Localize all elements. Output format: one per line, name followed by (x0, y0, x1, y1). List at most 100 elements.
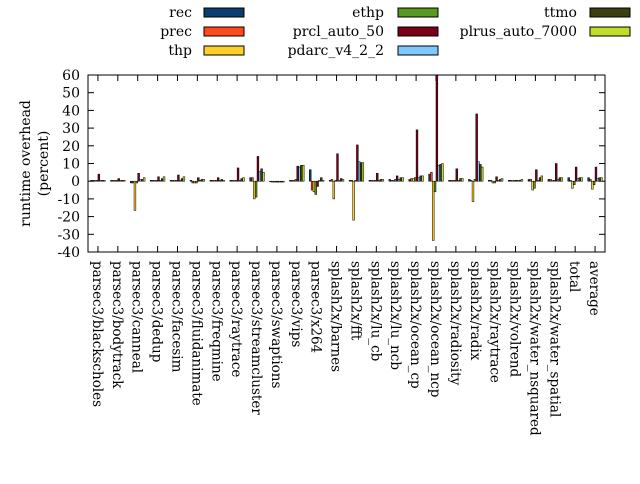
bar (141, 179, 144, 182)
bar (551, 180, 554, 182)
bar (274, 180, 278, 183)
bar (292, 180, 296, 182)
bar (509, 180, 513, 182)
bar (182, 176, 186, 182)
bar (162, 176, 166, 182)
x-tick-label: parsec3/canneal (129, 261, 145, 373)
bar (417, 177, 421, 182)
legend-label: prcl_auto_50 (293, 24, 384, 40)
bar (468, 179, 471, 182)
bar (256, 156, 260, 182)
bar (220, 179, 224, 182)
x-tick-label: parsec3/dedup (149, 261, 165, 362)
bar (547, 179, 551, 182)
bar (600, 177, 603, 182)
bar (415, 129, 419, 182)
bar (497, 180, 500, 182)
bar (336, 153, 339, 182)
bar (179, 180, 182, 182)
bar (558, 177, 562, 182)
bar (169, 180, 173, 182)
bar (312, 180, 316, 193)
bar (251, 177, 254, 182)
bar (202, 179, 205, 182)
x-tick-label: splash2x/lu_cb (367, 261, 383, 361)
bar (276, 180, 279, 183)
bar (361, 162, 365, 182)
y-tick-label: -20 (57, 210, 80, 226)
bar (529, 179, 532, 182)
bar (271, 180, 274, 183)
bar (352, 180, 355, 221)
legend-label: thp (168, 43, 192, 59)
legend-swatch (397, 26, 439, 37)
x-tick-label: total (566, 261, 582, 292)
bar (99, 180, 102, 182)
legend-label: plrus_auto_7000 (460, 24, 577, 40)
bar (517, 180, 520, 182)
bar (469, 180, 473, 182)
bar (130, 180, 133, 184)
bar (499, 179, 502, 182)
bar (578, 177, 581, 182)
bar (428, 173, 431, 182)
y-tick-label: 10 (62, 157, 80, 173)
bar (157, 176, 160, 182)
bar (90, 180, 93, 182)
x-tick-label: parsec3/bodytrack (109, 261, 125, 389)
bar (316, 180, 319, 187)
bar (370, 180, 373, 182)
bar (535, 169, 538, 182)
bar (473, 179, 477, 182)
bar (149, 180, 153, 182)
bar (334, 180, 337, 182)
x-tick-label: splash2x/raytrace (487, 261, 503, 383)
bar (553, 180, 556, 182)
x-tick-label: parsec3/swaptions (268, 261, 284, 388)
bar (567, 177, 570, 182)
bar (475, 113, 478, 182)
bar (238, 180, 242, 182)
bar (481, 166, 484, 182)
x-tick-label: splash2x/water_spatial (546, 261, 562, 417)
bar (491, 180, 495, 184)
bar (395, 175, 399, 182)
bar (242, 177, 245, 182)
legend-label: ethp (352, 5, 384, 21)
legend-swatch (203, 7, 245, 18)
bar (350, 180, 354, 182)
bar (489, 180, 493, 182)
bar (359, 162, 363, 182)
y-tick-label: 50 (62, 86, 80, 102)
bar (533, 180, 536, 189)
y-tick-label: 30 (62, 121, 80, 137)
bar (193, 180, 196, 184)
x-tick-label: parsec3/raytrace (228, 261, 244, 377)
bar (137, 172, 140, 182)
bar (394, 179, 397, 182)
x-tick-label: parsec3/fluidanimate (188, 261, 204, 406)
bar (540, 175, 544, 182)
x-tick-label: splash2x/barnes (328, 261, 344, 372)
y-tick-label: 40 (62, 103, 80, 119)
bar (200, 179, 204, 182)
bar (341, 179, 345, 182)
bar (173, 180, 176, 182)
bar (133, 180, 137, 211)
x-tick-label: splash2x/water_nsquared (526, 261, 542, 436)
y-tick-label: -10 (57, 192, 80, 208)
bar (430, 172, 433, 182)
bar (500, 178, 504, 182)
bar (161, 178, 164, 182)
bar (280, 180, 283, 183)
bar (450, 180, 453, 182)
bar (348, 180, 352, 182)
bar (289, 180, 292, 182)
bar (457, 180, 460, 182)
bar (92, 180, 95, 182)
bar (233, 180, 236, 182)
bar (479, 164, 482, 182)
bar (113, 180, 117, 182)
bar (318, 180, 321, 182)
bar (356, 144, 359, 182)
